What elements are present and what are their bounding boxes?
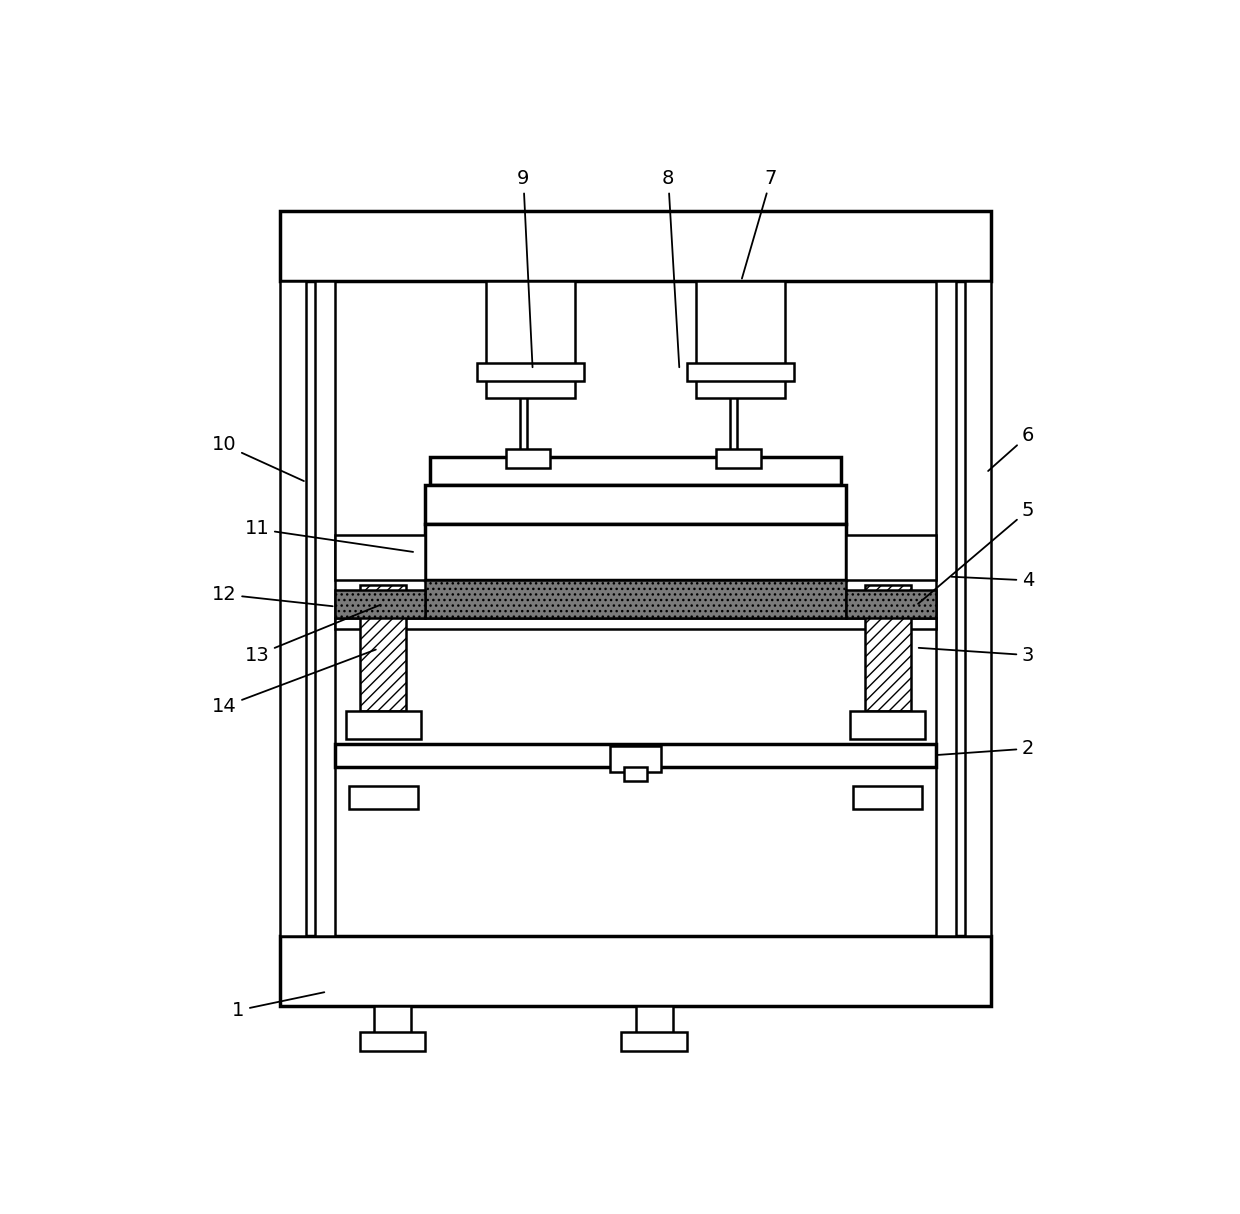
Bar — [425, 486, 846, 524]
Bar — [336, 618, 935, 629]
Text: 12: 12 — [212, 585, 332, 606]
Bar — [476, 363, 584, 381]
Text: 13: 13 — [244, 605, 381, 664]
Text: 7: 7 — [742, 169, 777, 278]
Bar — [697, 282, 785, 398]
Text: 2: 2 — [937, 739, 1034, 758]
Bar — [336, 535, 425, 580]
Text: 4: 4 — [951, 571, 1034, 590]
Bar — [280, 282, 306, 936]
Bar — [315, 282, 336, 936]
Bar — [965, 282, 991, 936]
Bar — [360, 585, 407, 711]
Bar — [425, 524, 846, 580]
Text: 6: 6 — [988, 426, 1034, 471]
Bar — [935, 282, 956, 936]
Bar — [280, 211, 991, 282]
Bar — [621, 1032, 687, 1050]
Text: 14: 14 — [212, 649, 376, 716]
Bar — [853, 785, 923, 810]
Bar — [506, 449, 551, 469]
Bar — [846, 590, 935, 618]
Bar — [373, 1005, 412, 1034]
Text: 9: 9 — [517, 169, 532, 368]
Text: 3: 3 — [919, 646, 1034, 664]
Bar — [336, 590, 425, 618]
Bar — [348, 785, 418, 810]
Bar — [635, 1005, 673, 1034]
Bar — [715, 449, 761, 469]
Bar — [280, 936, 991, 1005]
Bar — [687, 363, 795, 381]
Bar — [360, 1032, 425, 1050]
Bar — [864, 585, 911, 711]
Text: 10: 10 — [212, 436, 304, 481]
Bar — [430, 456, 841, 486]
Bar — [346, 711, 420, 739]
Text: 5: 5 — [918, 500, 1034, 603]
Bar — [486, 282, 574, 398]
Bar — [851, 711, 925, 739]
Bar — [336, 744, 935, 767]
Bar — [425, 580, 846, 618]
Text: 1: 1 — [232, 992, 325, 1020]
Bar — [624, 767, 647, 782]
Bar — [610, 745, 661, 772]
Text: 8: 8 — [662, 169, 680, 368]
Bar — [846, 535, 935, 580]
Text: 11: 11 — [244, 520, 413, 552]
